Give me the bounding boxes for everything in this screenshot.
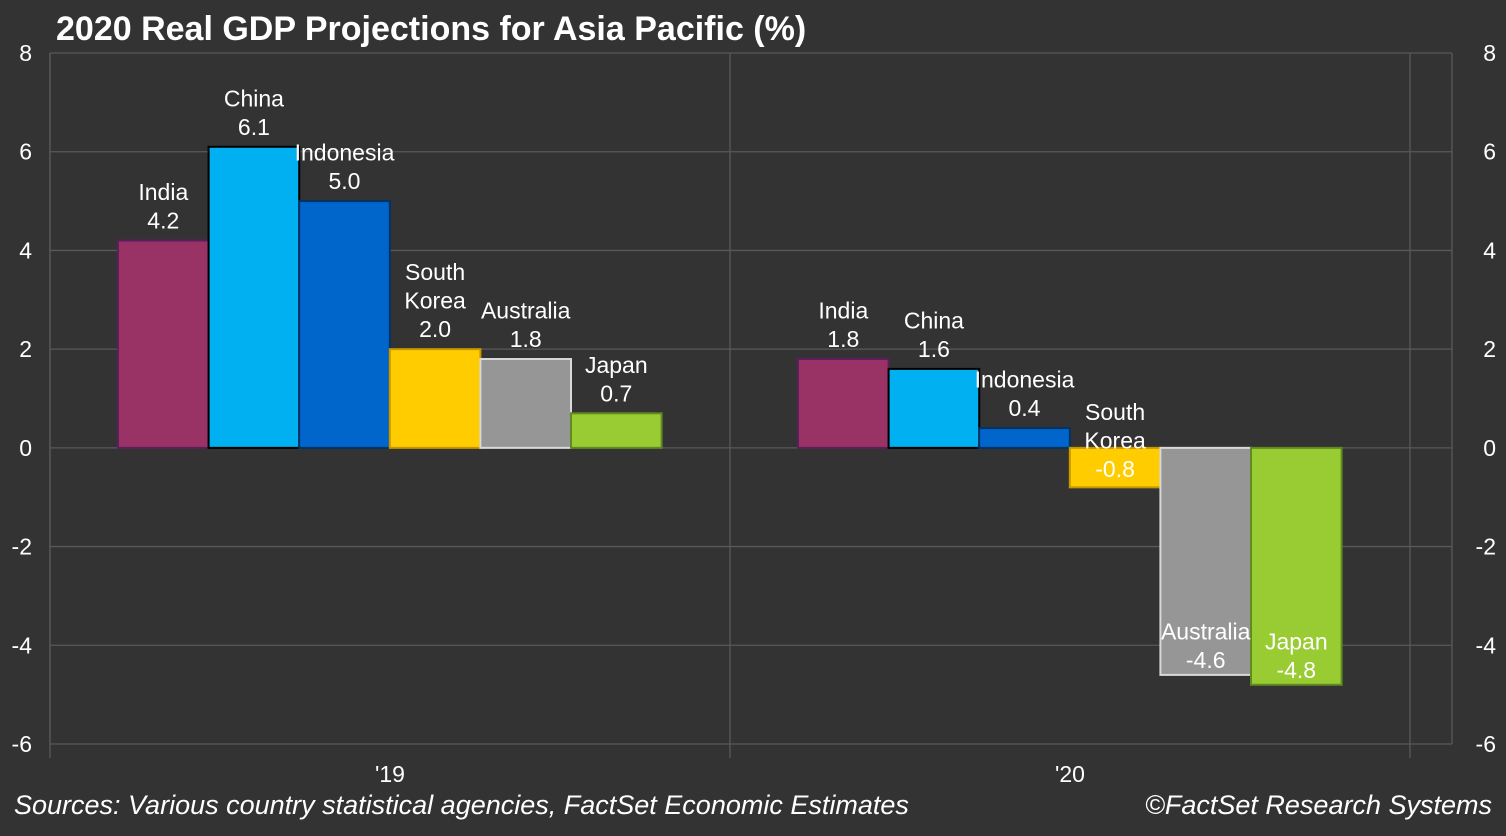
y-tick-label-left: 2: [19, 336, 32, 362]
y-tick-label-right: 2: [1483, 336, 1496, 362]
bars: [117, 145, 1343, 686]
x-tick-label: '19: [375, 761, 405, 787]
data-label-name: Japan: [585, 352, 648, 378]
y-tick-label-right: -4: [1476, 632, 1497, 658]
data-label-name: Korea: [404, 288, 466, 314]
y-tick-label-left: -4: [12, 632, 33, 658]
bar-india-1: [117, 239, 210, 449]
copyright-note: ©FactSet Research Systems: [1144, 790, 1492, 820]
y-tick-label-right: -2: [1476, 534, 1496, 560]
data-label-china-2: China 1.6: [904, 307, 964, 362]
data-label-name: China: [904, 307, 964, 333]
bar-india-2: [797, 358, 890, 449]
data-label-name: Indonesia: [975, 367, 1075, 393]
y-tick-label-right: -6: [1476, 731, 1496, 757]
data-label-value: 2.0: [419, 316, 451, 342]
data-label-name: India: [818, 298, 868, 324]
data-label-value: -4.6: [1186, 647, 1226, 673]
bar-south-korea-2: [1068, 446, 1162, 489]
data-labels: India4.2China6.1Indonesia5.0SouthKorea2.…: [138, 85, 1327, 682]
bar-japan-2: [1250, 446, 1343, 686]
data-label-value: 0.7: [600, 380, 632, 406]
data-label-name: Australia: [1161, 618, 1251, 644]
data-label-australia-2: Australia -4.6: [1161, 618, 1251, 673]
data-label-china-1: China 6.1: [224, 85, 284, 139]
y-tick-label-right: 0: [1483, 435, 1496, 461]
y-tick-label-left: 0: [19, 435, 32, 461]
data-label-name: India: [138, 179, 188, 205]
chart-title: 2020 Real GDP Projections for Asia Pacif…: [56, 10, 807, 48]
bar-indonesia-2: [978, 427, 1071, 449]
bar-china-1: [207, 145, 301, 449]
data-label-value: 1.6: [918, 336, 950, 362]
data-label-name: Australia: [481, 298, 571, 324]
x-tick-label: '20: [1055, 761, 1085, 787]
y-tick-label-left: 6: [19, 139, 32, 165]
data-label-value: 5.0: [329, 168, 361, 194]
data-label-name: Indonesia: [295, 140, 395, 166]
bar-japan-1: [570, 412, 663, 449]
bar-australia-2: [1159, 446, 1253, 676]
y-tick-label-right: 8: [1483, 40, 1496, 66]
data-label-name: South: [1085, 399, 1145, 425]
data-label-name: Japan: [1265, 628, 1328, 654]
y-tick-label-left: -2: [12, 534, 32, 560]
axes: 8 8 6 6 4 4 2 2 0 0 -2 -2 -4 -4 -6 -6 '19 '20: [12, 40, 1497, 787]
data-label-value: 1.8: [510, 326, 542, 352]
source-note: Sources: Various country statistical age…: [14, 790, 909, 820]
y-tick-label-left: 8: [19, 40, 32, 66]
data-label-name: China: [224, 85, 284, 111]
bar-australia-1: [479, 358, 572, 449]
data-label-india-1: India 4.2: [138, 179, 188, 234]
bar-south-korea-1: [388, 348, 482, 449]
data-label-value: 4.2: [147, 208, 179, 234]
data-label-value: 0.4: [1009, 395, 1041, 421]
y-tick-label-right: 6: [1483, 139, 1496, 165]
bar-china-2: [887, 367, 981, 449]
data-label-name: South: [405, 259, 465, 285]
y-tick-label-left: -6: [12, 731, 32, 757]
data-label-japan-2: Japan -4.8: [1265, 628, 1328, 683]
data-label-value: 6.1: [238, 114, 270, 140]
data-label-value: -4.8: [1276, 657, 1316, 683]
y-tick-label-left: 4: [19, 237, 32, 263]
data-label-name: Korea: [1084, 427, 1146, 453]
data-label-value: -0.8: [1095, 456, 1135, 482]
bar-indonesia-1: [298, 200, 391, 449]
y-tick-label-right: 4: [1483, 237, 1496, 263]
data-label-value: 1.8: [827, 326, 859, 352]
